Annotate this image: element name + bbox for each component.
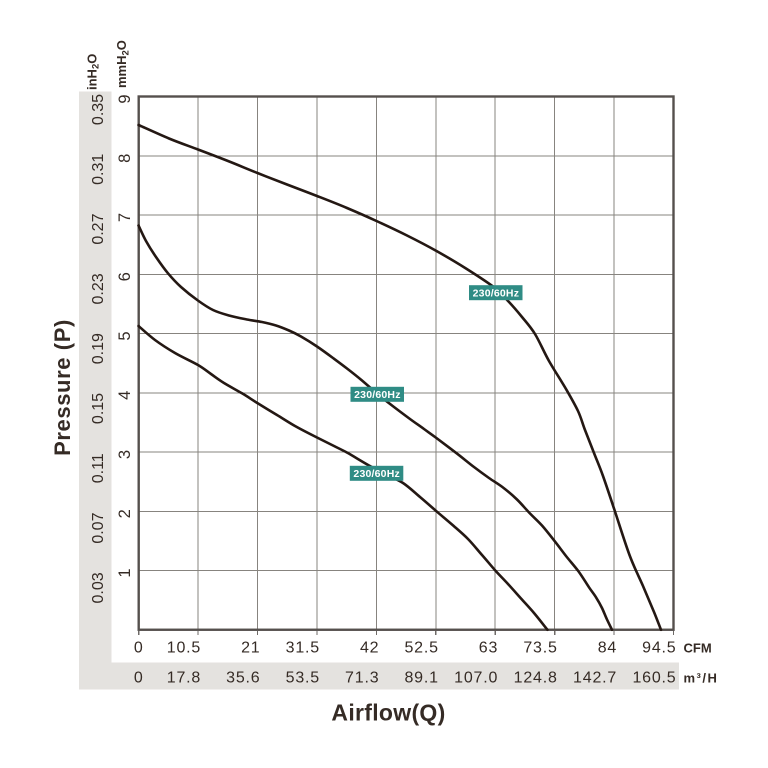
svg-text:CFM: CFM <box>684 640 712 655</box>
svg-text:31.5: 31.5 <box>286 639 320 656</box>
svg-text:124.8: 124.8 <box>514 670 558 687</box>
svg-text:3: 3 <box>116 450 134 459</box>
svg-text:0.35: 0.35 <box>90 94 107 125</box>
svg-text:0.19: 0.19 <box>90 333 107 364</box>
svg-text:230/60Hz: 230/60Hz <box>354 389 401 401</box>
svg-text:inH2O: inH2O <box>85 54 102 90</box>
svg-text:73.5: 73.5 <box>523 639 557 656</box>
svg-text:0.27: 0.27 <box>90 213 107 244</box>
svg-text:8: 8 <box>116 154 134 163</box>
svg-text:42: 42 <box>360 639 379 656</box>
svg-text:230/60Hz: 230/60Hz <box>473 288 520 300</box>
svg-text:2: 2 <box>116 509 134 518</box>
svg-text:21: 21 <box>241 639 260 656</box>
svg-text:0: 0 <box>134 670 144 687</box>
svg-text:94.5: 94.5 <box>642 639 676 656</box>
svg-text:Airflow(Q): Airflow(Q) <box>331 699 445 725</box>
svg-text:52.5: 52.5 <box>404 639 438 656</box>
svg-text:17.8: 17.8 <box>167 670 201 687</box>
svg-text:0.11: 0.11 <box>90 453 107 483</box>
svg-text:0.31: 0.31 <box>90 154 107 185</box>
svg-text:89.1: 89.1 <box>404 670 438 687</box>
svg-text:0: 0 <box>134 639 144 656</box>
svg-text:10.5: 10.5 <box>167 639 201 656</box>
svg-text:35.6: 35.6 <box>226 670 260 687</box>
svg-text:9: 9 <box>116 94 134 103</box>
svg-text:1: 1 <box>116 568 134 577</box>
svg-text:0.23: 0.23 <box>90 273 107 304</box>
svg-text:71.3: 71.3 <box>345 670 379 687</box>
svg-text:142.7: 142.7 <box>573 670 617 687</box>
svg-text:5: 5 <box>116 331 134 340</box>
svg-text:63: 63 <box>479 639 498 656</box>
svg-text:6: 6 <box>116 272 134 281</box>
svg-text:0.07: 0.07 <box>90 512 107 543</box>
svg-text:mmH2O: mmH2O <box>114 40 132 88</box>
svg-text:84: 84 <box>598 639 617 656</box>
svg-text:Pressure (P): Pressure (P) <box>50 319 75 456</box>
svg-text:107.0: 107.0 <box>454 670 498 687</box>
svg-text:160.5: 160.5 <box>632 670 676 687</box>
svg-text:7: 7 <box>116 213 134 222</box>
svg-text:53.5: 53.5 <box>286 670 320 687</box>
svg-text:0.15: 0.15 <box>90 393 107 424</box>
svg-text:m³/H: m³/H <box>684 671 719 686</box>
svg-text:4: 4 <box>116 391 134 400</box>
svg-text:0.03: 0.03 <box>90 572 107 603</box>
svg-text:230/60Hz: 230/60Hz <box>353 468 400 480</box>
